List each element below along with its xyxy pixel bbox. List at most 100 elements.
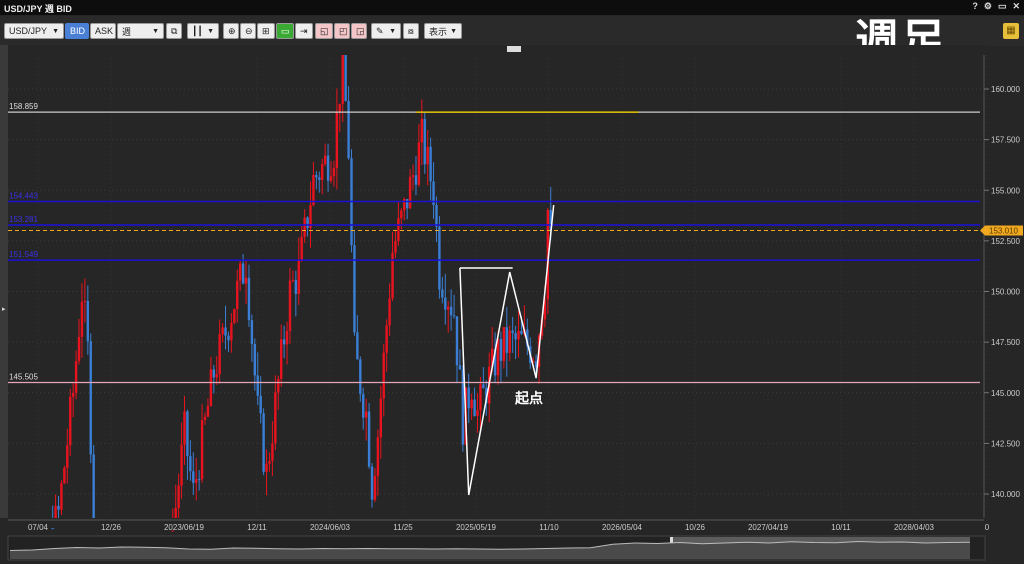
top-collapse-handle[interactable] [507,46,521,52]
gear-icon[interactable]: ⚙ [983,1,992,11]
fit-button[interactable]: ⊞ [257,23,275,39]
time-tick-label: 2027/04/19 [748,523,789,532]
pen-select[interactable]: ✎ ▼ [371,23,401,39]
candle [288,280,292,332]
level-label: 145.505 [9,373,38,382]
restore-icon[interactable]: ▭ [997,1,1007,11]
candle [306,217,309,228]
latest-button[interactable]: ⇥ [295,23,313,39]
candle [347,101,350,159]
candle [534,361,538,368]
candle [329,176,333,181]
candle [452,315,456,317]
copy-drawing-button[interactable]: ◰ [334,23,350,39]
candle [212,369,215,378]
candle [244,277,248,284]
price-tick-label: 140.000 [991,490,1020,499]
candle [467,387,470,409]
range-icon: ▭ [281,25,290,36]
navigator-line [9,540,971,551]
bid-button[interactable]: BID [65,23,89,39]
expand-arrow-icon[interactable]: ▸ [2,306,6,313]
range-button[interactable]: ▭ [276,23,294,39]
candle [177,485,180,509]
symbol-select[interactable]: USD/JPY ▼ [4,23,64,39]
candle [373,475,377,500]
zoom-out-button[interactable]: ⊖ [240,23,256,39]
candle [326,155,330,181]
price-tick-label: 142.500 [991,439,1020,448]
zoom-out-icon: ⊖ [245,25,253,36]
candle [259,395,262,414]
navigator-area [10,541,970,559]
current-price-badge [980,225,1023,236]
image-icon: ⧇ [408,25,414,36]
candle [80,301,84,337]
candle [195,479,198,483]
candle [470,399,473,409]
candle [74,361,78,393]
candle [60,483,63,510]
time-tick-label: 10/26 [685,523,706,532]
chevron-down-icon: ▼ [450,27,457,35]
close-icon[interactable]: ✕ [1012,1,1020,11]
candle [309,205,312,228]
symbol-value: USD/JPY [9,26,48,36]
candle [370,466,374,500]
ask-button[interactable]: ASK [90,23,116,39]
time-tick-label: 2025/05/19 [456,523,497,532]
candle [514,333,517,340]
delete-drawing-button[interactable]: ◲ [351,23,367,39]
price-tick-label: 150.000 [991,288,1020,297]
candle [543,299,547,320]
candle [277,378,280,393]
candle [221,327,224,335]
candle [391,252,394,299]
display-select[interactable]: 表示 ▼ [424,23,462,39]
fit-icon: ⊞ [262,25,270,36]
candle [335,111,339,169]
help-icon[interactable]: ? [972,1,978,11]
candle [517,330,520,340]
candle [508,330,511,353]
add-drawing-button[interactable]: ◱ [315,23,333,39]
candle [66,445,69,468]
candle [397,218,400,242]
candle [511,330,514,334]
title-text: USD/JPY 週 BID [4,4,72,14]
candle [414,175,418,185]
period-select[interactable]: 週 ▼ [117,23,164,39]
zigzag-drawing [459,204,555,496]
candle [405,199,409,209]
candle [303,217,306,237]
candle [86,301,90,342]
candle [323,155,327,165]
period-value: 週 [122,26,132,37]
candle [332,168,336,177]
layout-button[interactable]: ▦ [1003,23,1019,39]
candle [490,348,494,367]
candle [297,259,300,294]
candle [236,280,239,310]
zoom-in-button[interactable]: ⊕ [223,23,239,39]
link-chart-button[interactable]: ⧉ [166,23,182,39]
screenshot-button[interactable]: ⧇ [403,23,419,39]
candle [203,416,207,421]
plot-area [8,45,985,518]
candle [432,181,435,205]
grid-icon: ▦ [1006,25,1016,36]
candle [200,420,204,480]
left-collapse-bar[interactable] [0,45,8,518]
candle [227,335,230,341]
chart-type-select[interactable]: ┃┃ ▼ [187,23,219,39]
candle [282,339,286,345]
candle [385,325,388,353]
candle [493,348,497,376]
time-tick-label: 2028/04/03 [894,523,935,532]
candle [321,164,324,180]
candle [247,277,251,321]
candle [344,55,347,102]
chevron-down-icon: ▼ [389,27,396,35]
candle [502,327,506,361]
